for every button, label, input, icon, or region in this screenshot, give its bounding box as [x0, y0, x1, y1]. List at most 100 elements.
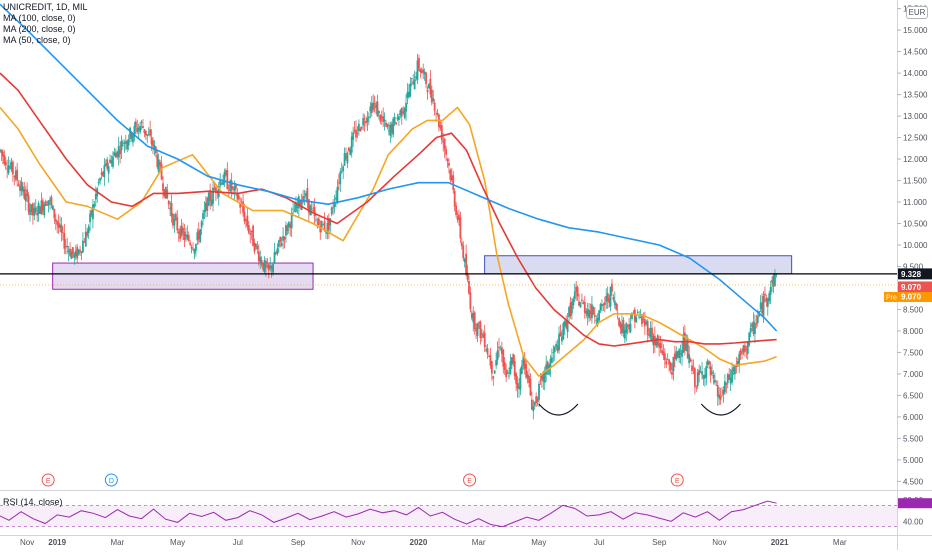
legend-ma100[interactable]: MA (100, close, 0): [3, 13, 76, 23]
candle-body: [726, 374, 729, 384]
candle-body: [765, 298, 768, 302]
event-marker-label: E: [46, 478, 51, 485]
candle-body: [282, 236, 284, 241]
candle-body: [84, 231, 87, 247]
candle-body: [609, 286, 612, 307]
candle-body: [345, 155, 347, 159]
candle-body: [436, 112, 439, 115]
candle-body: [500, 347, 503, 355]
y-tick-label: 14.000: [903, 69, 928, 78]
y-tick-label: 10.500: [903, 220, 928, 229]
candle-body: [34, 207, 37, 212]
candle-body: [703, 374, 706, 379]
candle-body: [766, 298, 769, 307]
symbol-title[interactable]: UNICREDIT, 1D, MIL: [3, 2, 88, 12]
pre-badge-value: 9.070: [901, 292, 922, 301]
candle-body: [566, 320, 569, 333]
candle-body: [485, 349, 488, 351]
candle-body: [746, 342, 749, 354]
candle-body: [203, 209, 206, 213]
candle-body: [649, 327, 652, 337]
candle-body: [270, 265, 273, 270]
candle-body: [339, 171, 342, 185]
event-marker-label: E: [675, 478, 680, 485]
candle-body: [490, 361, 493, 374]
candle-body: [546, 361, 549, 372]
candle-body: [682, 334, 685, 353]
candle-body: [621, 324, 623, 334]
candle-body: [36, 212, 39, 216]
candle-body: [346, 152, 349, 164]
candles: [0, 53, 778, 420]
candle-body: [571, 301, 573, 314]
candle-body: [456, 216, 459, 220]
legend-ma50[interactable]: MA (50, close, 0): [3, 35, 71, 45]
candle-body: [7, 165, 10, 174]
y-tick-label: 15.000: [903, 26, 928, 35]
candle-body: [353, 130, 356, 132]
candle-body: [6, 168, 9, 170]
candle-body: [579, 302, 582, 308]
candle-body: [754, 323, 756, 334]
candle-body: [237, 195, 240, 200]
candle-body: [666, 358, 669, 360]
candle-body: [525, 364, 528, 378]
candle-body: [39, 206, 41, 214]
candle-body: [19, 186, 21, 191]
candle-body: [366, 117, 369, 123]
candle-body: [150, 137, 153, 145]
candle-body: [410, 78, 413, 79]
candle-body: [54, 218, 57, 222]
y-tick-label: 10.000: [903, 241, 928, 250]
candle-body: [651, 327, 653, 341]
candle-body: [146, 134, 149, 136]
candle-body: [229, 180, 232, 192]
candle-body: [362, 117, 365, 126]
candle-body: [759, 302, 762, 309]
candle-body: [735, 365, 738, 367]
candle-body: [386, 124, 389, 127]
rsi-tick-label: 40.00: [903, 517, 924, 526]
candle-body: [187, 235, 190, 241]
candle-body: [470, 313, 473, 319]
candle-body: [626, 324, 629, 327]
candle-body: [745, 348, 748, 350]
candle-body: [329, 218, 332, 226]
x-tick-label: Mar: [833, 538, 847, 547]
candle-body: [466, 272, 469, 280]
candle-body: [405, 103, 407, 112]
candle-body: [400, 107, 403, 117]
legend-ma200[interactable]: MA (200, close, 0): [3, 24, 76, 34]
x-tick-label: 2021: [771, 538, 789, 547]
candle-body: [207, 192, 210, 206]
candle-body: [275, 252, 277, 254]
candle-body: [16, 169, 19, 181]
candle-body: [691, 365, 693, 371]
candle-body: [197, 230, 200, 240]
candle-body: [140, 121, 143, 123]
x-tick-label: May: [531, 538, 546, 547]
candle-body: [192, 248, 194, 250]
candle-body: [123, 142, 126, 144]
rsi-legend[interactable]: RSI (14, close): [3, 497, 63, 507]
candle-body: [585, 310, 588, 314]
candle-body: [398, 116, 400, 120]
candle-body: [603, 302, 606, 305]
candle-body: [562, 323, 565, 340]
currency-badge[interactable]: EUR: [906, 6, 928, 19]
candle-body: [46, 204, 49, 206]
candle-body: [332, 207, 335, 209]
candle-body: [440, 125, 443, 141]
candle-body: [124, 141, 127, 144]
candle-body: [49, 199, 51, 201]
y-tick-label: 13.500: [903, 91, 928, 100]
candle-body: [468, 280, 470, 294]
candle-body: [648, 334, 651, 336]
candle-body: [458, 214, 460, 221]
support-zone: [52, 262, 314, 290]
candle-body: [676, 351, 679, 358]
candle-body: [295, 202, 297, 212]
candle-body: [126, 140, 129, 149]
candle-body: [526, 374, 529, 378]
